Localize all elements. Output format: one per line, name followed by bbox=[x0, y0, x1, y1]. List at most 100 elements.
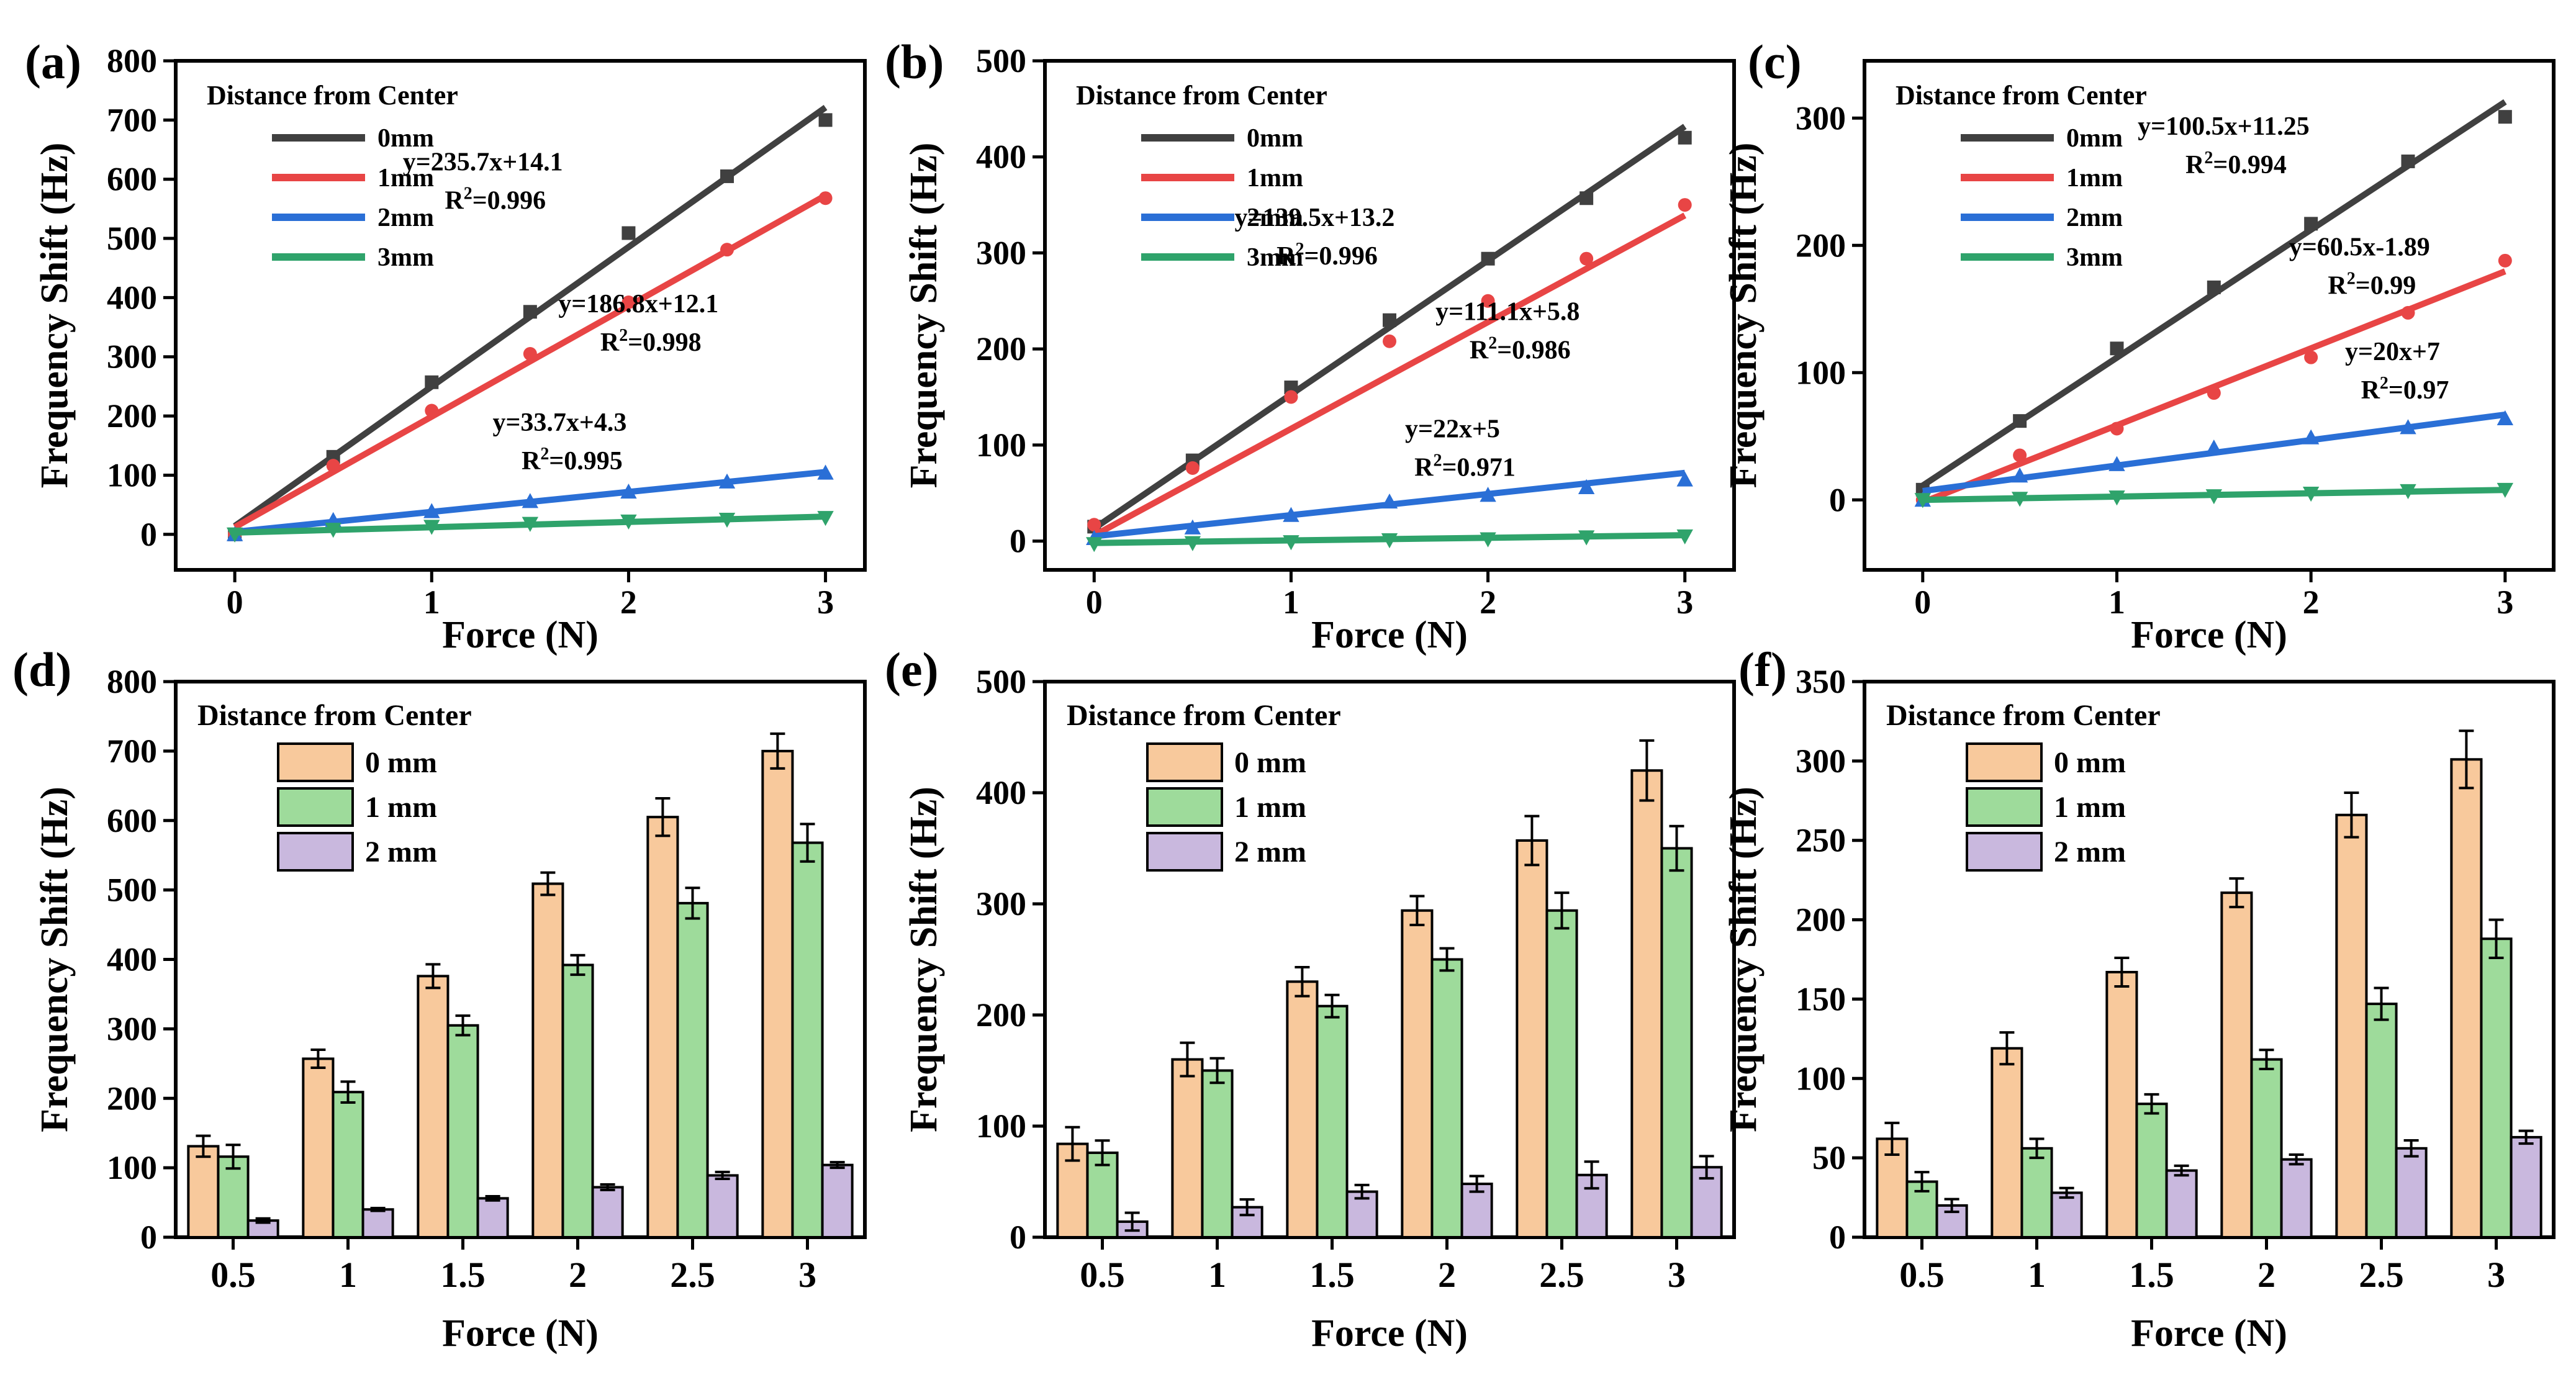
y-tick-label: 300 bbox=[107, 338, 157, 376]
data-point-3mm bbox=[2400, 484, 2416, 500]
y-tick-label: 500 bbox=[976, 663, 1026, 700]
y-tick-label: 200 bbox=[107, 397, 157, 435]
data-point-1mm bbox=[1185, 461, 1200, 475]
y-tick-label: 800 bbox=[107, 42, 157, 79]
plot-frame bbox=[1043, 680, 1736, 1239]
data-point-1mm bbox=[326, 459, 340, 473]
bar-0mm bbox=[2450, 758, 2483, 1239]
data-point-3mm bbox=[2011, 492, 2028, 507]
panel-label: (e) bbox=[885, 643, 939, 697]
bar-0mm bbox=[2105, 970, 2138, 1238]
y-tick-label: 600 bbox=[107, 161, 157, 198]
data-point-1mm bbox=[2013, 448, 2027, 462]
fit-equation: y=22x+5 bbox=[1405, 415, 1500, 443]
data-point-1mm bbox=[1481, 294, 1495, 308]
data-point-3mm bbox=[1578, 530, 1595, 546]
legend-label: 3mm bbox=[1247, 243, 1303, 272]
data-point-2mm bbox=[718, 473, 736, 489]
bar-2mm bbox=[2395, 1147, 2428, 1239]
legend-swatch-2mm bbox=[1146, 832, 1223, 872]
x-tick-label: 3 bbox=[2487, 1255, 2505, 1295]
y-tick-label: 300 bbox=[1796, 99, 1846, 137]
bar-2mm bbox=[2280, 1158, 2313, 1238]
x-axis-label: Force (N) bbox=[442, 614, 599, 656]
panel-label: (f) bbox=[1738, 643, 1787, 697]
x-tick-label: 1.5 bbox=[1309, 1255, 1355, 1295]
legend-swatch-2mm bbox=[277, 832, 354, 872]
x-tick-label: 0 bbox=[1914, 584, 1931, 621]
y-tick-label: 150 bbox=[1796, 980, 1846, 1017]
y-tick-label: 0 bbox=[140, 1219, 157, 1256]
data-point-1mm bbox=[2498, 253, 2512, 268]
data-point-2mm bbox=[2302, 429, 2320, 444]
bar-1mm bbox=[2480, 937, 2513, 1239]
x-tick-label: 2.5 bbox=[670, 1255, 715, 1295]
bar-1mm bbox=[2365, 1003, 2398, 1238]
bar-1mm bbox=[1316, 1004, 1349, 1239]
bar-2mm bbox=[591, 1186, 624, 1238]
legend-swatch-1mm bbox=[1966, 787, 2043, 827]
legend-label: 0mm bbox=[377, 124, 434, 153]
data-point-0mm bbox=[2013, 414, 2027, 428]
legend-swatch-2mm bbox=[1966, 832, 2043, 872]
r-squared: R2=0.986 bbox=[1470, 334, 1571, 365]
legend-title: Distance from Center bbox=[197, 699, 472, 732]
data-point-3mm bbox=[1480, 532, 1496, 548]
panel-label: (d) bbox=[12, 643, 71, 697]
bar-2mm bbox=[2510, 1135, 2542, 1239]
legend-swatch-0mm bbox=[1146, 742, 1223, 782]
bar-1mm bbox=[676, 901, 709, 1238]
y-tick-label: 400 bbox=[107, 279, 157, 316]
data-point-1mm bbox=[621, 295, 636, 310]
bar-2mm bbox=[2165, 1169, 2198, 1238]
bar-0mm bbox=[417, 975, 450, 1238]
fit-equation: y=33.7x+4.3 bbox=[492, 408, 626, 437]
bar-0mm bbox=[1401, 909, 1434, 1238]
legend-title: Distance from Center bbox=[207, 80, 458, 110]
y-axis-label: Frequency Shift (Hz) bbox=[34, 787, 76, 1132]
x-axis-label: Force (N) bbox=[2131, 1312, 2287, 1355]
data-point-2mm bbox=[2108, 456, 2125, 471]
data-point-2mm bbox=[1676, 471, 1693, 487]
x-tick-label: 2 bbox=[1438, 1255, 1456, 1295]
y-axis-label: Frequency Shift (Hz) bbox=[903, 143, 945, 489]
bar-1mm bbox=[1430, 958, 1463, 1238]
data-point-2mm bbox=[1381, 493, 1398, 509]
bar-0mm bbox=[1991, 1047, 2023, 1238]
y-tick-label: 50 bbox=[1812, 1139, 1846, 1176]
y-axis-label: Frequency Shift (Hz) bbox=[1722, 787, 1765, 1132]
y-tick-label: 500 bbox=[976, 42, 1026, 79]
data-point-1mm bbox=[1284, 390, 1298, 404]
data-point-0mm bbox=[720, 169, 734, 183]
data-point-3mm bbox=[718, 512, 736, 528]
y-tick-label: 0 bbox=[1010, 1219, 1026, 1256]
data-point-2mm bbox=[1283, 507, 1299, 522]
legend-label: 0 mm bbox=[2054, 746, 2126, 779]
x-tick-label: 3 bbox=[798, 1255, 816, 1295]
x-tick-label: 1.5 bbox=[2129, 1255, 2174, 1295]
x-tick-label: 1 bbox=[2108, 584, 2125, 621]
data-point-1mm bbox=[2207, 386, 2221, 400]
bar-1mm bbox=[1660, 847, 1693, 1238]
bar-1mm bbox=[1545, 909, 1578, 1238]
data-point-2mm bbox=[620, 483, 637, 499]
legend-swatch-0mm bbox=[277, 742, 354, 782]
data-point-3mm bbox=[522, 516, 539, 532]
plot-frame bbox=[1863, 680, 2556, 1239]
legend-label: 2 mm bbox=[2054, 836, 2126, 868]
y-tick-label: 200 bbox=[1796, 227, 1846, 264]
legend-label: 1mm bbox=[377, 164, 434, 192]
chart-panel-3: 0 100 200 300 400 500 600 700 800 Frequency Shift… bbox=[12, 643, 867, 1355]
data-point-1mm bbox=[1383, 334, 1396, 348]
x-tick-label: 2.5 bbox=[2359, 1255, 2404, 1295]
bar-0mm bbox=[1286, 980, 1319, 1239]
x-tick-label: 2 bbox=[2257, 1255, 2275, 1295]
y-tick-label: 700 bbox=[107, 733, 157, 770]
y-tick-label: 200 bbox=[976, 330, 1026, 368]
bar-1mm bbox=[1201, 1069, 1234, 1238]
x-tick-label: 1 bbox=[1208, 1255, 1226, 1295]
bar-1mm bbox=[446, 1024, 479, 1238]
legend-label: 2mm bbox=[1247, 204, 1303, 232]
y-tick-label: 300 bbox=[107, 1010, 157, 1047]
